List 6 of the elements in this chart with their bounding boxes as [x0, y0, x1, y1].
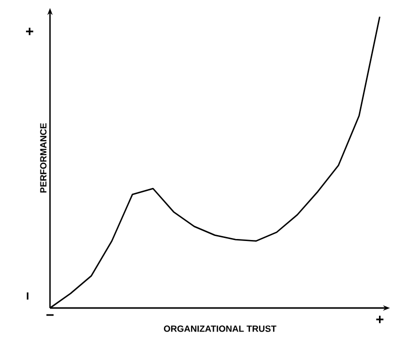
x-axis-title: ORGANIZATIONAL TRUST: [164, 326, 276, 332]
y-axis-title: PERFORMANCE: [40, 123, 46, 193]
text: −: [26, 292, 28, 300]
text: +: [376, 316, 384, 324]
text: +: [26, 28, 34, 36]
text: −: [46, 314, 54, 316]
